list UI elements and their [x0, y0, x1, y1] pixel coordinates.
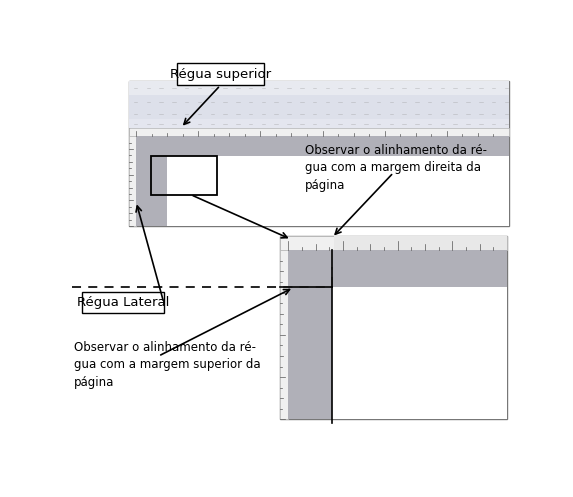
Bar: [177, 63, 264, 85]
Bar: [332, 287, 507, 419]
Bar: [129, 81, 509, 226]
Bar: [129, 136, 136, 226]
Bar: [333, 236, 507, 250]
Bar: [136, 136, 509, 156]
Bar: [288, 287, 332, 419]
Bar: [129, 128, 509, 136]
Text: Régua Lateral: Régua Lateral: [77, 296, 169, 309]
Bar: [280, 236, 507, 419]
Text: Observar o alinhamento da ré-
gua com a margem superior da
página: Observar o alinhamento da ré- gua com a …: [74, 341, 261, 389]
Bar: [151, 156, 217, 194]
Bar: [129, 119, 509, 128]
Bar: [280, 250, 507, 419]
Bar: [129, 108, 509, 119]
Text: Régua superior: Régua superior: [170, 68, 271, 81]
Bar: [288, 250, 507, 287]
Bar: [280, 250, 288, 419]
Bar: [280, 236, 507, 250]
Text: Observar o alinhamento da ré-
gua com a margem direita da
página: Observar o alinhamento da ré- gua com a …: [305, 144, 487, 192]
Bar: [136, 156, 167, 226]
Bar: [167, 156, 509, 226]
Bar: [129, 95, 509, 108]
Bar: [129, 81, 509, 95]
Bar: [129, 136, 509, 226]
Bar: [81, 292, 164, 313]
